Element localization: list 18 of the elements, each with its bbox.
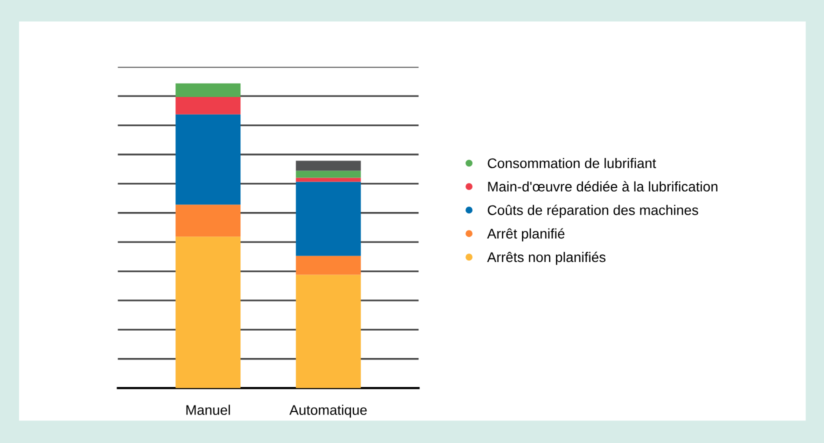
bar (296, 170, 361, 178)
bar (176, 83, 241, 98)
legend-label: Arrêt planifié (487, 228, 564, 242)
bar (296, 178, 361, 182)
bar (296, 182, 361, 256)
bar (176, 204, 241, 237)
x-tick-label: Manuel (186, 404, 230, 415)
bar (296, 274, 361, 388)
legend-label: Consommation de lubrifiant (488, 158, 656, 168)
bar (296, 160, 361, 171)
legend-label: Coûts de réparation des machines (488, 204, 698, 218)
legend-label: Arrêts non planifiés (487, 252, 606, 265)
bar (176, 236, 241, 388)
bar (176, 97, 241, 114)
legend-label: Main-d'œuvre dédiée à la lubrification (488, 181, 718, 192)
bar (296, 256, 361, 275)
bar (176, 114, 241, 205)
x-tick-label: Automatique (289, 404, 367, 418)
